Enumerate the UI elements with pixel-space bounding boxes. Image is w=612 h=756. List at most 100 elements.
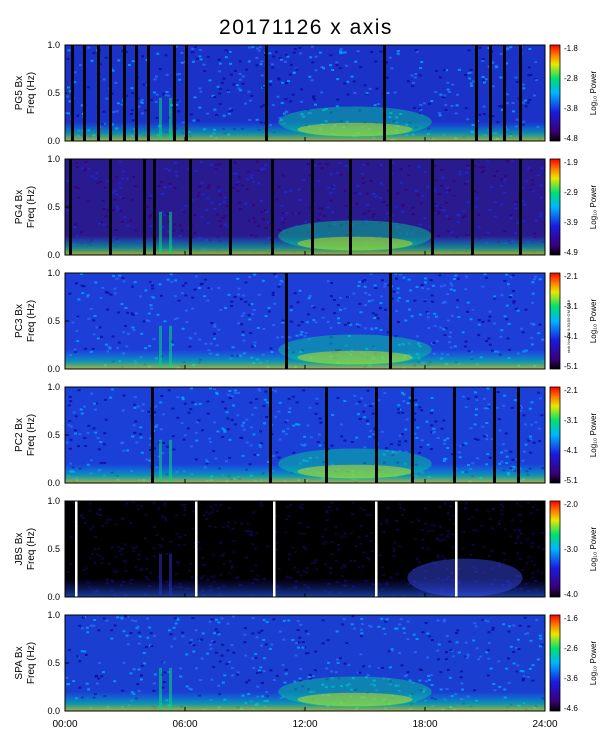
data-gap-jbs-3 xyxy=(375,501,378,597)
activity-region-jbs xyxy=(407,558,523,597)
colorbar-tick-spa-2: -3.6 xyxy=(564,674,578,683)
streak-pc2-0 xyxy=(159,439,162,483)
x-tick-label-1: 06:00 xyxy=(172,719,197,730)
colorbar-pc3 xyxy=(549,272,561,370)
colorbar-pc2 xyxy=(549,386,561,484)
data-gap-pc3-1 xyxy=(389,273,392,369)
activity-core-pg5 xyxy=(297,122,413,137)
colorbar-tick-spa-0: -1.6 xyxy=(564,614,578,623)
data-gap-pc2-0 xyxy=(151,387,154,483)
ylabel-station-pc2: PC2 Bx xyxy=(14,418,25,452)
y-tick-label-pg5-1: 0.5 xyxy=(47,88,60,98)
colorbar-tick-pc3-2: -4.1 xyxy=(564,332,578,341)
colorbar-tick-pc2-2: -4.1 xyxy=(564,446,578,455)
data-gap-pg4-1 xyxy=(109,159,112,255)
colorbar-tick-pg4-2: -3.9 xyxy=(564,218,578,227)
ylabel-unit-spa: Freq (Hz) xyxy=(26,642,37,684)
data-gap-pg5-3 xyxy=(109,45,112,141)
colorbar-label-spa: Log₁₀ Power xyxy=(589,641,598,686)
data-gap-pg5-4 xyxy=(123,45,126,141)
data-gap-pc3-0 xyxy=(285,273,288,369)
data-gap-pg5-7 xyxy=(173,45,176,141)
lowfreq-band-jbs xyxy=(65,577,545,597)
data-gap-pg5-5 xyxy=(135,45,138,141)
colorbar-tick-jbs-2: -4.0 xyxy=(564,590,578,599)
data-gap-pg5-1 xyxy=(83,45,86,141)
data-gap-pg5-12 xyxy=(489,45,492,141)
data-gap-pc2-5 xyxy=(453,387,456,483)
y-tick-label-pg4-1: 0.5 xyxy=(47,202,60,212)
colorbar-label-jbs: Log₁₀ Power xyxy=(589,527,598,572)
y-tick-label-pc2-2: 1.0 xyxy=(47,382,60,392)
activity-region-pc2 xyxy=(278,448,432,480)
streak-pg4-0 xyxy=(159,211,162,255)
colorbar-tick-pc2-1: -3.1 xyxy=(564,416,578,425)
streak-spa-0 xyxy=(159,667,162,711)
colorbar-tick-jbs-1: -3.0 xyxy=(564,545,578,554)
data-gap-pc2-2 xyxy=(325,387,328,483)
colorbar-tick-spa-1: -2.6 xyxy=(564,644,578,653)
colorbar-tick-pc3-1: -3.1 xyxy=(564,302,578,311)
colorbar-tick-pg5-0: -1.8 xyxy=(564,44,578,53)
y-tick-label-spa-1: 0.5 xyxy=(47,658,60,668)
data-gap-pg5-0 xyxy=(71,45,74,141)
streak-spa-1 xyxy=(169,667,172,711)
data-gap-pc2-7 xyxy=(517,387,520,483)
panel-pg4: 0.0 0.5 1.0 PG4 Bx Freq (Hz) -1.9 -2.9 -3.9 -4.9… xyxy=(14,154,598,260)
streak-pc3-1 xyxy=(169,325,172,369)
data-gap-pg5-8 xyxy=(185,45,188,141)
colorbar-jbs xyxy=(549,500,561,598)
colorbar-pg5 xyxy=(549,44,561,142)
activity-region-pc3 xyxy=(278,334,432,366)
activity-core-pc3 xyxy=(297,350,413,365)
data-gap-pg4-2 xyxy=(143,159,146,255)
data-gap-pc2-4 xyxy=(411,387,414,483)
activity-region-spa xyxy=(278,676,432,708)
data-gap-pg4-6 xyxy=(271,159,274,255)
y-tick-label-jbs-1: 0.5 xyxy=(47,544,60,554)
data-gap-jbs-1 xyxy=(195,501,198,597)
panel-pc3: 0.0 0.5 1.0 PC3 Bx Freq (Hz) -2.1 -3.1 -4.1 -5.1… xyxy=(14,268,598,374)
data-gap-jbs-0 xyxy=(75,501,78,597)
ylabel-station-pc3: PC3 Bx xyxy=(14,304,25,338)
data-gap-jbs-4 xyxy=(455,501,458,597)
x-tick-label-3: 18:00 xyxy=(412,719,437,730)
ylabel-station-pg5: PG5 Bx xyxy=(14,76,25,110)
streak-pg5-1 xyxy=(169,97,172,141)
ylabel-unit-pc2: Freq (Hz) xyxy=(26,414,37,456)
y-tick-label-pc3-2: 1.0 xyxy=(47,268,60,278)
y-tick-label-pc3-1: 0.5 xyxy=(47,316,60,326)
streak-jbs-0 xyxy=(159,553,162,597)
colorbar-tick-pg4-1: -2.9 xyxy=(564,188,578,197)
data-gap-pg4-4 xyxy=(189,159,192,255)
data-gap-pg5-11 xyxy=(475,45,478,141)
data-gap-pg4-5 xyxy=(229,159,232,255)
panel-jbs: 0.0 0.5 1.0 JBS Bx Freq (Hz) -2.0 -3.0 -4.0 Log₁… xyxy=(14,496,598,602)
colorbar-tick-jbs-0: -2.0 xyxy=(564,500,578,509)
streak-pc2-1 xyxy=(169,439,172,483)
lowfreq-band-pg4 xyxy=(65,235,545,255)
activity-region-pg4 xyxy=(278,220,432,252)
ylabel-station-jbs: JBS Bx xyxy=(14,533,25,566)
colorbar-tick-pg4-3: -4.9 xyxy=(564,248,578,257)
colorbar-tick-pc3-3: -5.1 xyxy=(564,362,578,371)
colorbar-label-pc2: Log₁₀ Power xyxy=(589,413,598,458)
y-tick-label-pg5-0: 0.0 xyxy=(47,136,60,146)
data-gap-pg4-8 xyxy=(349,159,352,255)
data-gap-pg4-11 xyxy=(471,159,474,255)
colorbar-tick-pg5-1: -2.8 xyxy=(564,74,578,83)
colorbar-tick-pg4-0: -1.9 xyxy=(564,158,578,167)
activity-core-pg4 xyxy=(297,236,413,251)
y-tick-label-pg4-0: 0.0 xyxy=(47,250,60,260)
data-gap-pg4-3 xyxy=(153,159,156,255)
y-tick-label-pc2-1: 0.5 xyxy=(47,430,60,440)
ylabel-unit-pg5: Freq (Hz) xyxy=(26,72,37,114)
data-gap-pg4-9 xyxy=(389,159,392,255)
lowfreq-band-pc2 xyxy=(65,463,545,483)
lowfreq-band-pc3 xyxy=(65,349,545,369)
colorbar-tick-pc3-0: -2.1 xyxy=(564,272,578,281)
colorbar-label-pc3: Log₁₀ Power xyxy=(589,299,598,344)
colorbar-pg4 xyxy=(549,158,561,256)
x-tick-label-4: 24:00 xyxy=(532,719,557,730)
